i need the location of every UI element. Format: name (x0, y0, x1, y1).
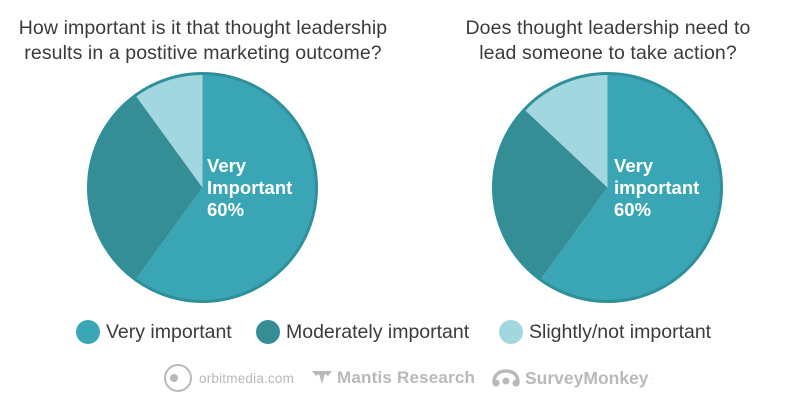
pie-slice-right-moderately-important (493, 109, 608, 280)
surveymonkey-trademark: · (649, 373, 653, 383)
footer-mantis-logo: Mantis Research (311, 362, 475, 394)
surveymonkey-logo-icon (492, 369, 520, 387)
legend-label-very-important: Very important (106, 320, 232, 343)
pie-outline-left (87, 72, 318, 303)
legend-label-slightly-not-important: Slightly/not important (529, 320, 712, 343)
legend-swatch-very-important (76, 320, 100, 344)
surveymonkey-text: SurveyMonkey (525, 367, 649, 388)
pie-slice-left-slightly-not-important (135, 73, 203, 188)
pie-label-left-line-2: Important (207, 177, 292, 198)
footer-surveymonkey-logo: SurveyMonkey · (491, 362, 652, 394)
pie-slices-left (87, 72, 318, 303)
chart-title-left: How important is it that thought leaders… (0, 16, 406, 66)
chart-legend: Very important Moderately important Slig… (0, 317, 810, 347)
pie-slice-left-very-important (135, 73, 317, 302)
pie-label-left-line-1: Very (207, 155, 247, 176)
legend-item-slightly-not-important: Slightly/not important (499, 317, 711, 347)
pie-slices-right (492, 72, 723, 303)
pie-label-right-line-3: 60% (614, 199, 651, 220)
mantis-text: Mantis Research (337, 368, 476, 387)
chart-title-right-line-2: lead someone to take action? (479, 42, 737, 64)
pie-chart-left: Very Important 60% (87, 72, 318, 303)
legend-item-very-important: Very important (76, 317, 232, 347)
footer-orbitmedia-logo: orbitmedia.com (163, 362, 294, 394)
chart-title-right-line-1: Does thought leadership need to (465, 17, 751, 39)
chart-title-right: Does thought leadership need to lead som… (430, 16, 786, 66)
legend-swatch-slightly-not-important (499, 320, 523, 344)
legend-label-moderately-important: Moderately important (286, 320, 470, 343)
chart-title-left-line-1: How important is it that thought leaders… (18, 17, 388, 39)
mantis-logo-icon (312, 371, 332, 384)
legend-item-moderately-important: Moderately important (256, 317, 469, 347)
legend-swatch-moderately-important (256, 320, 280, 344)
pie-chart-right: Very important 60% (492, 72, 723, 303)
chart-title-left-line-2: results in a postitive marketing outcome… (24, 42, 382, 64)
orbitmedia-text: orbitmedia.com (199, 370, 295, 386)
pie-outline-right (492, 72, 723, 303)
pie-slice-right-very-important (540, 73, 722, 302)
pie-label-right-line-2: important (614, 177, 699, 198)
pie-slice-right-slightly-not-important (524, 73, 608, 188)
pie-slice-left-moderately-important (88, 95, 203, 280)
pie-label-right-line-1: Very (614, 155, 654, 176)
pie-label-left-line-3: 60% (207, 199, 244, 220)
orbit-logo-icon (164, 364, 192, 392)
